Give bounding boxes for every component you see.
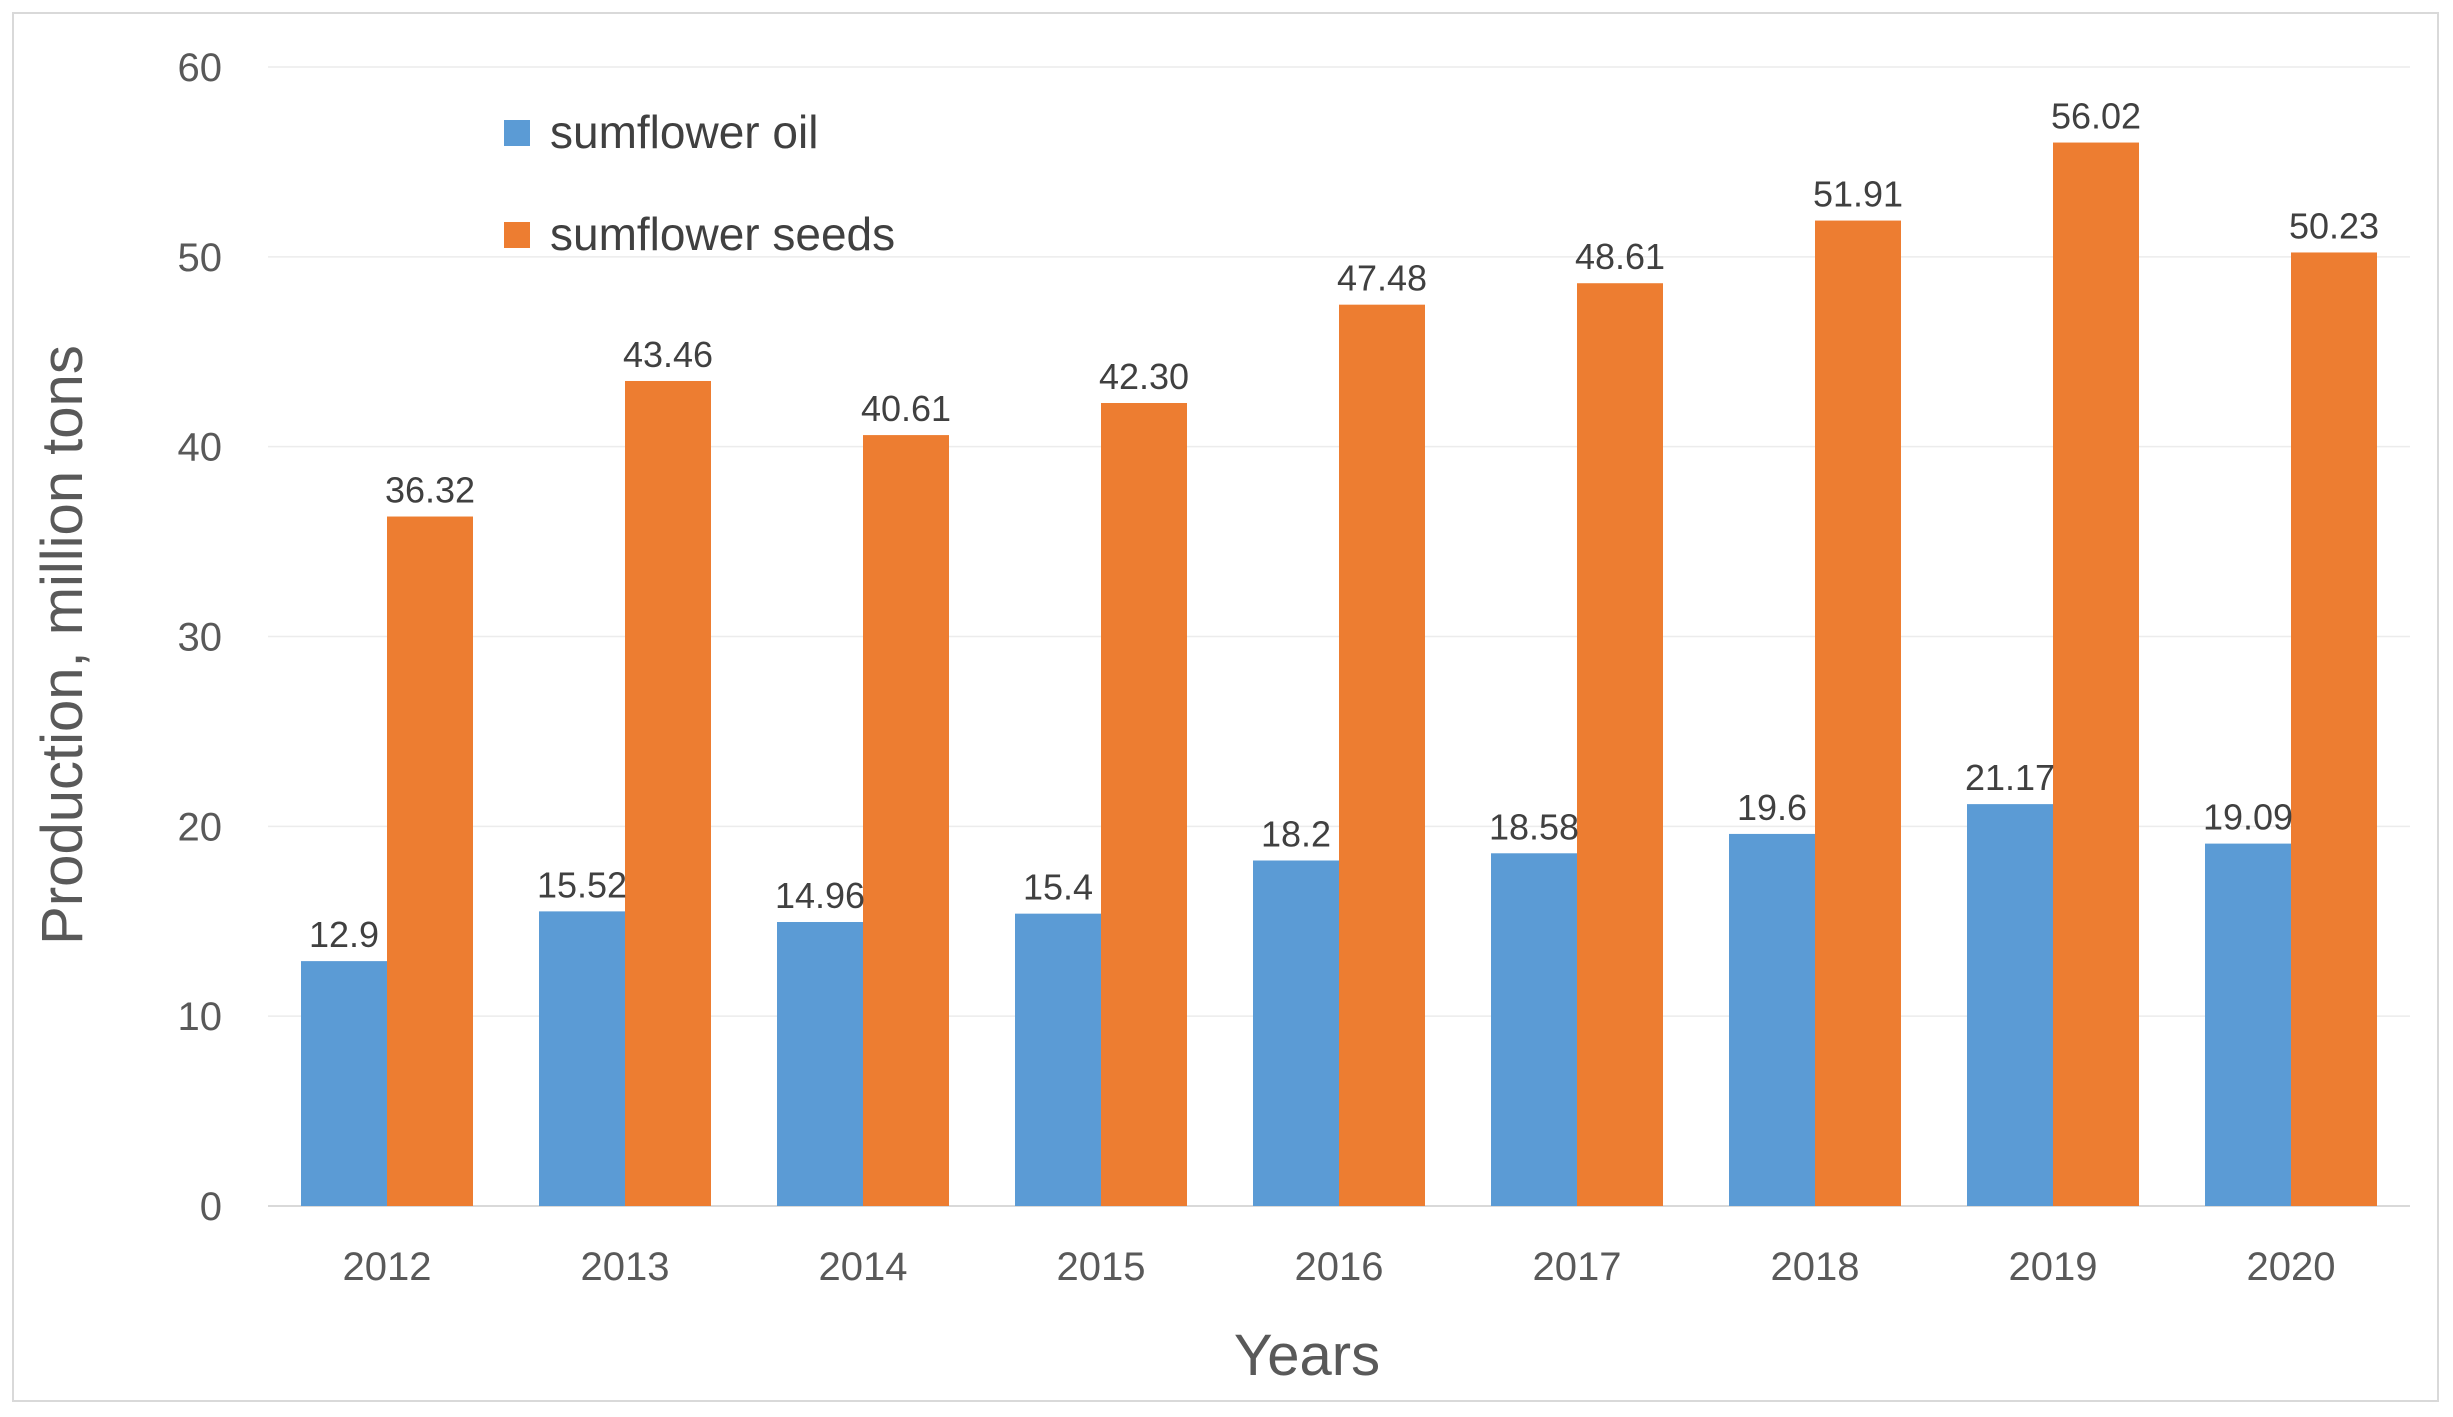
y-tick-label: 0 bbox=[200, 1185, 222, 1229]
bar-oil-2017 bbox=[1491, 853, 1577, 1206]
y-tick-label: 50 bbox=[178, 236, 223, 280]
bar-oil-2018 bbox=[1729, 833, 1815, 1206]
data-label-seeds-2013: 43.46 bbox=[623, 334, 713, 375]
data-labels: 12.9 36.32 15.52 43.46 14.96 40.61 15.4 42.30 18… bbox=[309, 96, 2379, 956]
y-tick-label: 60 bbox=[178, 46, 223, 90]
bar-seeds-2012 bbox=[387, 516, 473, 1206]
y-axis-title: Production, million tons bbox=[30, 345, 95, 945]
data-label-oil-2020: 19.09 bbox=[2203, 797, 2293, 838]
legend-label-seeds: sumflower seeds bbox=[550, 208, 895, 260]
data-label-seeds-2020: 50.23 bbox=[2289, 205, 2379, 246]
bar-seeds-2020 bbox=[2291, 252, 2377, 1206]
legend-swatch-oil bbox=[504, 120, 530, 146]
x-tick-label-2012: 2012 bbox=[343, 1245, 432, 1289]
x-tick-label-2019: 2019 bbox=[2009, 1245, 2098, 1289]
bar-seeds-2014 bbox=[863, 435, 949, 1207]
legend-label-oil: sumflower oil bbox=[550, 106, 818, 158]
data-label-oil-2014: 14.96 bbox=[775, 875, 865, 916]
x-tick-label-2017: 2017 bbox=[1533, 1245, 1622, 1289]
data-label-seeds-2018: 51.91 bbox=[1813, 174, 1903, 215]
legend-swatch-seeds bbox=[504, 222, 530, 248]
data-label-oil-2015: 15.4 bbox=[1023, 867, 1093, 908]
bar-seeds-2017 bbox=[1577, 283, 1663, 1206]
legend: sumflower oil sumflower seeds bbox=[504, 106, 895, 260]
x-tick-label-2016: 2016 bbox=[1295, 1245, 1384, 1289]
bar-seeds-2015 bbox=[1101, 403, 1187, 1206]
bar-seeds-2013 bbox=[625, 380, 711, 1206]
y-tick-label: 40 bbox=[178, 426, 223, 470]
data-label-oil-2012: 12.9 bbox=[309, 914, 379, 955]
data-label-oil-2017: 18.58 bbox=[1489, 806, 1579, 847]
data-label-seeds-2014: 40.61 bbox=[861, 388, 951, 429]
bar-oil-2014 bbox=[777, 922, 863, 1206]
x-tick-label-2013: 2013 bbox=[581, 1245, 670, 1289]
data-label-seeds-2019: 56.02 bbox=[2051, 96, 2141, 137]
x-tick-label-2015: 2015 bbox=[1057, 1245, 1146, 1289]
data-label-seeds-2016: 47.48 bbox=[1337, 258, 1427, 299]
bar-oil-2015 bbox=[1015, 913, 1101, 1206]
y-tick-label: 10 bbox=[178, 995, 223, 1039]
y-axis-ticks: 0 10 20 30 40 50 60 bbox=[178, 46, 223, 1229]
data-label-seeds-2015: 42.30 bbox=[1099, 356, 1189, 397]
y-tick-label: 30 bbox=[178, 616, 223, 660]
data-label-seeds-2017: 48.61 bbox=[1575, 236, 1665, 277]
data-label-oil-2016: 18.2 bbox=[1261, 814, 1331, 855]
data-label-oil-2013: 15.52 bbox=[537, 864, 627, 905]
bar-oil-2016 bbox=[1253, 860, 1339, 1206]
bars bbox=[301, 142, 2377, 1207]
x-axis-title: Years bbox=[1234, 1323, 1380, 1388]
bar-oil-2013 bbox=[539, 911, 625, 1206]
x-tick-label-2018: 2018 bbox=[1771, 1245, 1860, 1289]
bar-seeds-2019 bbox=[2053, 142, 2139, 1206]
y-tick-label: 20 bbox=[178, 805, 223, 849]
data-label-oil-2018: 19.6 bbox=[1737, 787, 1807, 828]
bar-oil-2019 bbox=[1967, 804, 2053, 1206]
x-tick-label-2020: 2020 bbox=[2247, 1245, 2336, 1289]
data-label-oil-2019: 21.17 bbox=[1965, 757, 2055, 798]
bar-oil-2012 bbox=[301, 961, 387, 1206]
x-axis-ticks: 2012 2013 2014 2015 2016 2017 2018 2019 2020 bbox=[343, 1245, 2336, 1289]
bar-oil-2020 bbox=[2205, 843, 2291, 1206]
bar-seeds-2018 bbox=[1815, 220, 1901, 1206]
x-tick-label-2014: 2014 bbox=[819, 1245, 908, 1289]
bar-seeds-2016 bbox=[1339, 304, 1425, 1206]
data-label-seeds-2012: 36.32 bbox=[385, 470, 475, 511]
